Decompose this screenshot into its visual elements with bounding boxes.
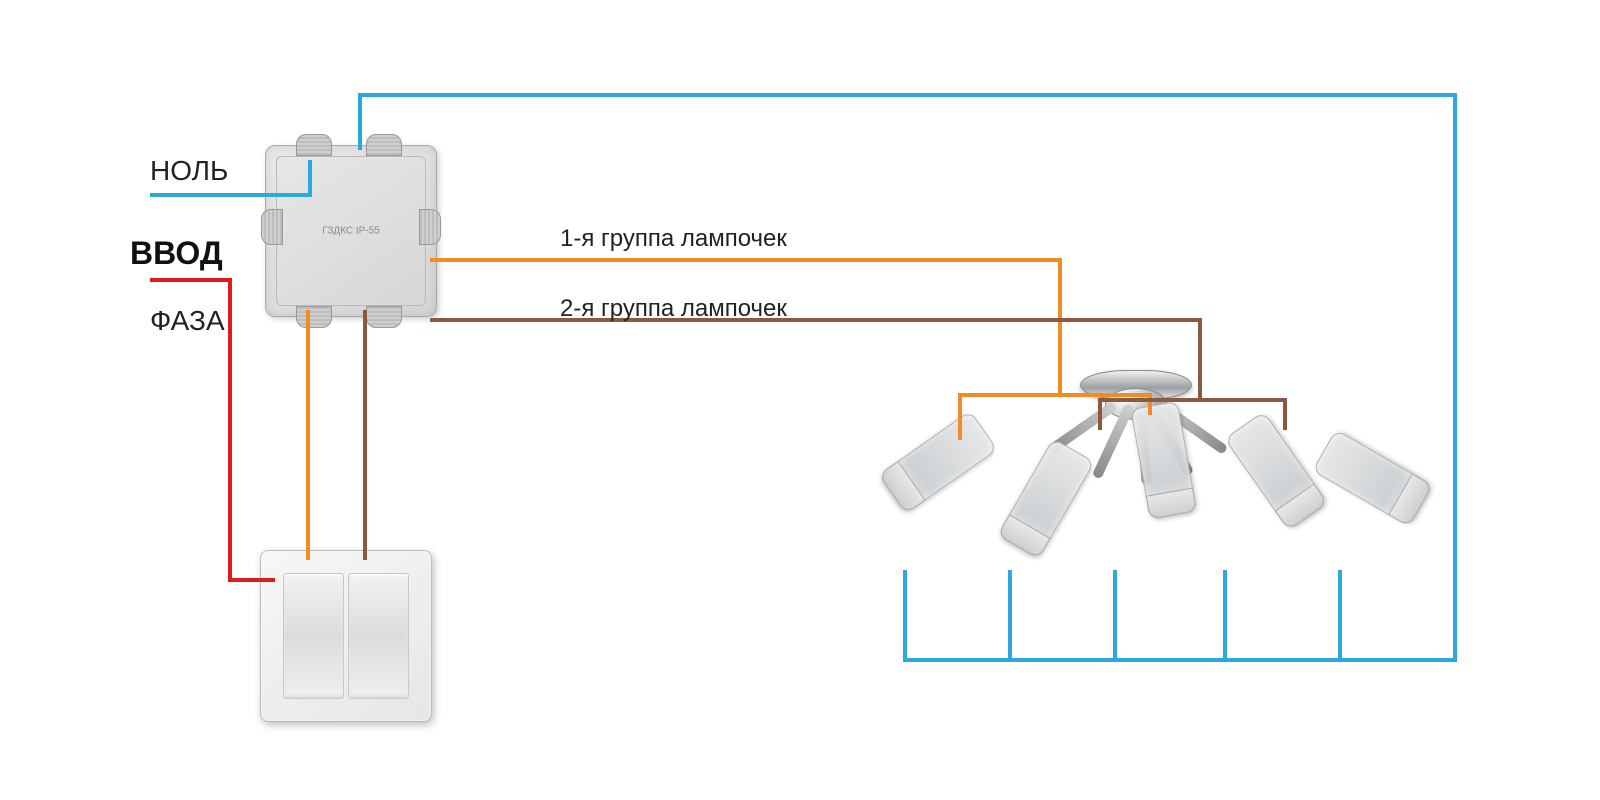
knockout (296, 306, 332, 328)
knockout (366, 306, 402, 328)
wiring-diagram (0, 0, 1600, 800)
switch-key-2 (348, 573, 409, 699)
label-neutral: НОЛЬ (150, 155, 228, 187)
label-group1: 1-я группа лампочек (560, 225, 787, 253)
label-input: ВВОД (130, 235, 223, 272)
knockout (261, 209, 283, 245)
junction-box-label: ГЗДКС IP-55 (322, 226, 380, 237)
label-phase: ФАЗА (150, 305, 225, 337)
lamp-shade (878, 410, 997, 514)
knockout (366, 134, 402, 156)
knockout (419, 209, 441, 245)
knockout (296, 134, 332, 156)
lamp-shade (997, 438, 1095, 559)
wall-switch (260, 550, 432, 722)
switch-key-1 (283, 573, 344, 699)
junction-box: ГЗДКС IP-55 (265, 145, 437, 317)
chandelier (900, 370, 1360, 630)
lamp-shade (1312, 429, 1433, 527)
lamp-shade (1224, 411, 1328, 530)
label-group2: 2-я группа лампочек (560, 295, 787, 323)
